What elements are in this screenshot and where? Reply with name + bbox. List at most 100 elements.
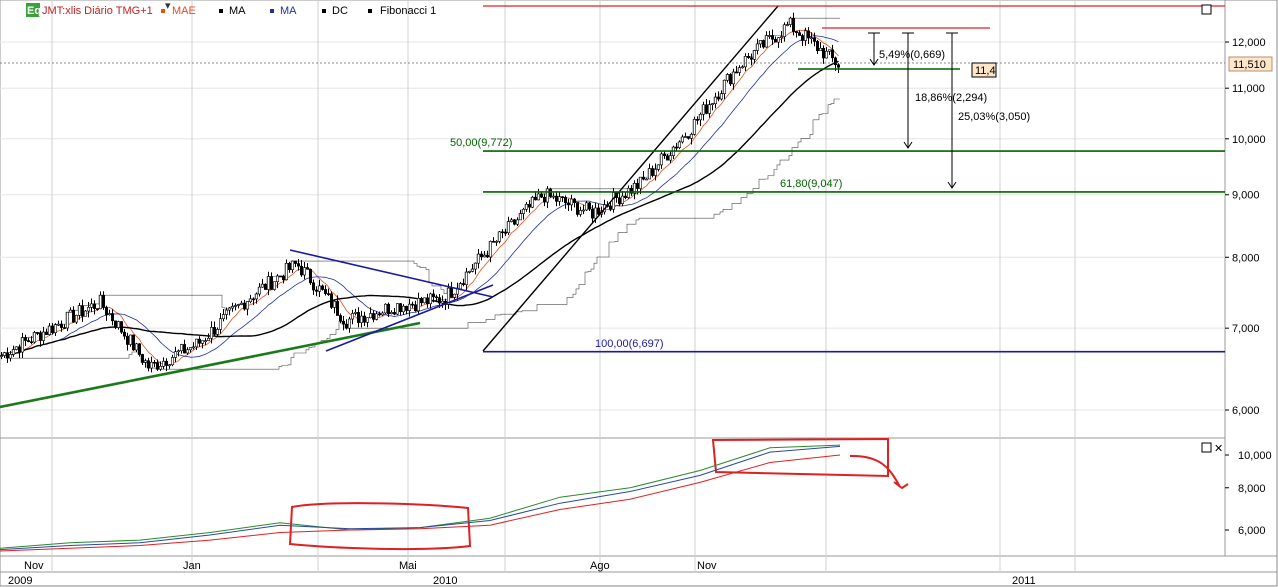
candle-body	[386, 303, 390, 315]
candle-body	[299, 265, 303, 276]
candle-body	[84, 310, 88, 317]
candle-body	[135, 343, 139, 351]
candle-body	[665, 155, 669, 161]
candle-body	[12, 349, 16, 355]
indicator-lines	[0, 444, 841, 552]
candle-body	[476, 253, 480, 264]
candle-body	[371, 313, 375, 320]
legend-item-dc[interactable]: DC	[332, 5, 348, 17]
candle-body	[758, 40, 762, 45]
candle-body	[551, 195, 555, 198]
candle-body	[416, 298, 420, 312]
candle-body	[581, 209, 585, 212]
candle-body	[398, 303, 402, 313]
candle-body	[72, 309, 76, 323]
candle-body	[734, 71, 738, 74]
candle-body	[506, 221, 510, 234]
maximize-indicator-icon[interactable]	[1201, 442, 1212, 453]
legend-item-ma-2[interactable]: MA	[280, 5, 297, 17]
candle-body	[695, 119, 699, 121]
legend-dc-marker	[322, 9, 326, 13]
candle-body	[347, 318, 351, 329]
candle-body	[824, 50, 828, 59]
candle-body	[698, 113, 702, 121]
candle-body	[446, 287, 450, 305]
candle-body	[362, 315, 366, 323]
candle-body	[275, 275, 279, 283]
candle-body	[668, 155, 672, 161]
candle-body	[269, 276, 273, 290]
candle-body	[389, 312, 393, 315]
candle-body	[737, 67, 741, 73]
candle-body	[323, 289, 327, 294]
candle-body	[464, 271, 468, 285]
legend-item-ma-1[interactable]: MA	[229, 5, 246, 17]
candle-body	[281, 275, 285, 281]
candle-body	[284, 263, 288, 281]
candle-body	[41, 331, 45, 341]
legend-symbol[interactable]: JMT:xlis Diário TMG+1	[42, 5, 153, 17]
candle-body	[470, 268, 474, 272]
black-trendline	[482, 5, 779, 352]
highlight-box-left	[288, 502, 472, 551]
candle-body	[536, 193, 540, 201]
candle-body	[359, 315, 363, 323]
candle-body	[686, 136, 690, 139]
candle-body	[560, 196, 564, 198]
candle-body	[722, 79, 726, 94]
candle-body	[138, 343, 142, 355]
candle-body	[159, 366, 163, 370]
candle-body	[207, 337, 211, 341]
candle-body	[263, 283, 267, 290]
candle-body	[395, 303, 399, 315]
candle-body	[656, 164, 660, 170]
candle-body	[644, 178, 648, 181]
candle-body	[716, 96, 720, 100]
candle-body	[93, 303, 97, 309]
highlight-box-right	[711, 437, 889, 478]
candle-body	[293, 260, 297, 264]
candle-body	[638, 176, 642, 189]
candle-body	[641, 176, 645, 180]
candle-body	[512, 219, 516, 225]
candle-body	[569, 198, 573, 206]
candle-body	[812, 37, 816, 42]
legend-item-mae[interactable]: MAE	[172, 5, 196, 17]
legend-dropdown-icon[interactable]: ▾	[165, 0, 171, 12]
candle-body	[617, 197, 621, 204]
close-indicator-icon[interactable]: ✕	[1214, 443, 1223, 455]
candle-body	[171, 357, 175, 366]
candle-body	[53, 324, 57, 333]
year-label: 2009	[8, 575, 32, 587]
candle-body	[75, 315, 79, 323]
current-price-label: 11,510	[1233, 59, 1266, 71]
price-axis: 12,000 11,000 10,000 9,000 8,000 7,000 6,000	[1225, 37, 1266, 417]
candle-body	[234, 305, 238, 307]
candle-body	[680, 136, 684, 143]
candle-body	[377, 313, 381, 316]
arrow-long-head	[947, 181, 957, 189]
candle-body	[6, 352, 10, 359]
candle-body	[797, 32, 801, 36]
candle-body	[755, 43, 759, 51]
candle-body	[545, 188, 549, 203]
candle-body	[710, 103, 714, 105]
candle-body	[689, 134, 693, 139]
candle-body	[449, 287, 453, 298]
maximize-panel-icon[interactable]	[1201, 4, 1212, 15]
candle-body	[26, 340, 30, 343]
measure-label: 25,03%(3,050)	[958, 111, 1030, 123]
candle-body	[278, 275, 282, 278]
candle-body	[117, 321, 121, 328]
candle-body	[767, 35, 771, 37]
candle-body	[50, 325, 54, 333]
candle-body	[749, 57, 753, 60]
candle-body	[440, 300, 444, 304]
candle-body	[186, 349, 190, 354]
candle-body	[800, 35, 804, 41]
candle-body	[500, 231, 504, 234]
candle-body	[707, 104, 711, 114]
legend-item-fibonacci[interactable]: Fibonacci 1	[380, 5, 436, 17]
candle-body	[773, 38, 777, 43]
candle-body	[554, 195, 558, 202]
